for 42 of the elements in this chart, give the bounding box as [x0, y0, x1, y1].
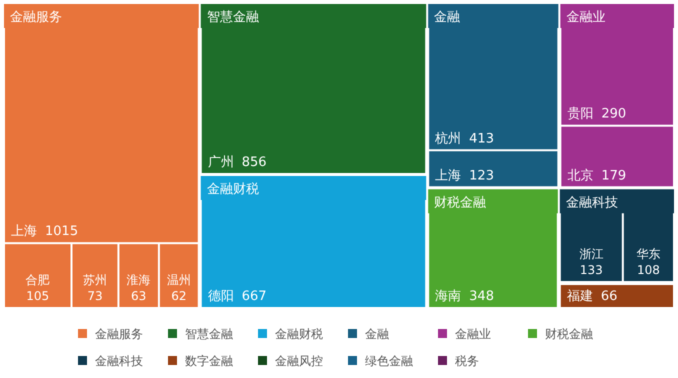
legend-label: 智慧金融 — [185, 327, 233, 341]
category-label: 贵阳 — [567, 106, 594, 122]
category-label: 广州 — [208, 154, 234, 170]
legend-label: 金融服务 — [95, 327, 143, 341]
legend-label: 财税金融 — [545, 327, 593, 341]
category-label: 温州 — [166, 273, 191, 287]
category-label: 北京 — [567, 168, 594, 184]
data-label: 63 — [131, 289, 146, 303]
data-label: 62 — [171, 289, 186, 303]
legend-label: 金融财税 — [275, 327, 323, 341]
category-label: 华东 — [636, 247, 660, 262]
data-label: 123 — [469, 168, 494, 184]
category-label: 福建 — [566, 289, 593, 304]
treemap: 金融服务 上海 1015 合肥 105 苏州 73 淮海 63 温州 62 智慧金融 广州 856 金融财税 德阳 667 金融 杭州 413 上海 123 金融业 贵阳 290 北京 179 财税金融 海南 348 金融科技 浙江 133 华东 108 福建 66 — [3, 3, 675, 309]
category-label: 杭州 — [434, 131, 462, 146]
data-label: 133 — [580, 263, 603, 278]
category-label: 苏州 — [82, 273, 107, 287]
data-label: 105 — [26, 289, 50, 303]
data-label: 66 — [600, 289, 618, 304]
category-label: 合肥 — [26, 273, 50, 287]
data-label: 108 — [636, 263, 660, 278]
category-label: 德阳 — [208, 289, 234, 304]
legend-label: 绿色金融 — [365, 354, 413, 368]
data-label: 179 — [601, 168, 626, 184]
data-label: 1015 — [45, 224, 78, 240]
data-label: 856 — [242, 154, 267, 170]
data-label: 413 — [469, 131, 494, 146]
legend-label: 税务 — [455, 354, 479, 368]
category-label: 上海 — [435, 168, 462, 184]
data-label: 73 — [87, 289, 103, 303]
legend-label: 金融科技 — [95, 354, 143, 368]
data-label: 667 — [242, 289, 267, 304]
category-label: 上海 — [11, 224, 37, 240]
legend-label: 金融风控 — [275, 354, 323, 368]
category-label: 浙江 — [579, 247, 604, 262]
data-label: 348 — [469, 289, 494, 304]
legend-label: 数字金融 — [185, 354, 233, 368]
data-label: 290 — [601, 106, 626, 122]
category-label: 淮海 — [126, 273, 151, 287]
legend-label: 金融 — [365, 327, 389, 341]
category-label: 海南 — [435, 289, 462, 304]
legend-label: 金融业 — [455, 327, 491, 341]
